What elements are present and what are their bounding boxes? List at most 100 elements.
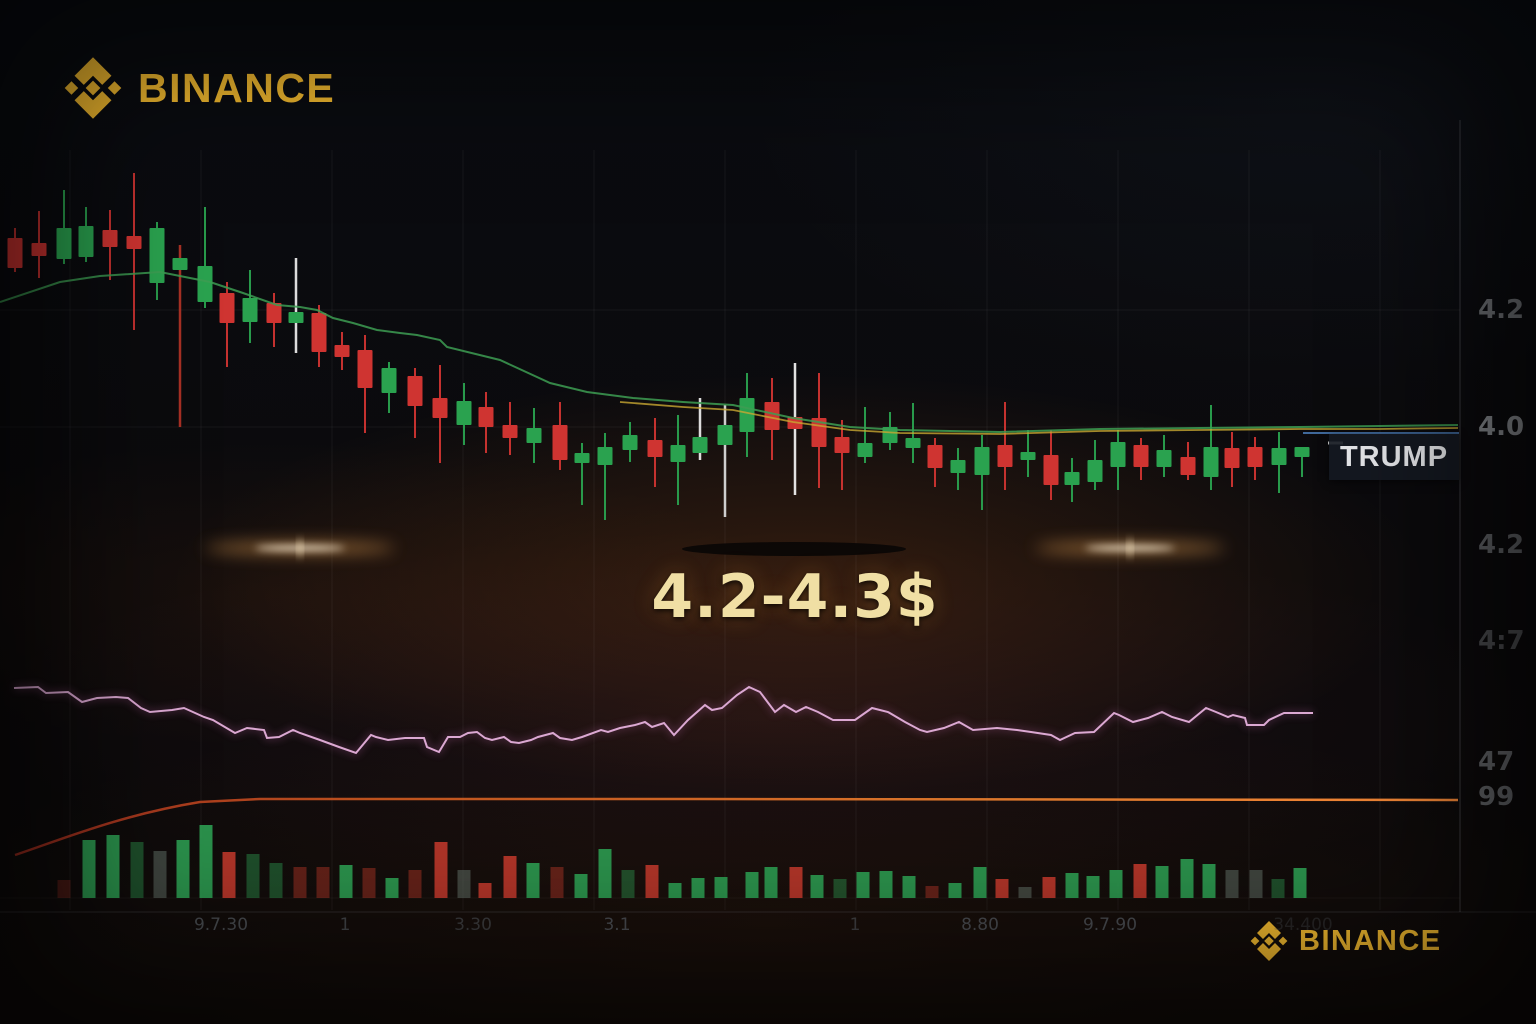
- volume-bar: [1271, 879, 1285, 898]
- volume-bar: [106, 835, 120, 898]
- volume-bar: [764, 867, 778, 898]
- time-axis-label: 9.7.90: [1082, 915, 1138, 935]
- trend-layer: [14, 797, 1459, 857]
- volume-bar: [316, 867, 330, 898]
- volume-bar: [362, 868, 376, 898]
- candle-body: [266, 303, 282, 323]
- candle-body: [1156, 450, 1172, 467]
- candle-body: [597, 447, 613, 465]
- candle-body: [764, 402, 780, 430]
- candle-body: [1043, 455, 1059, 485]
- candle-body: [126, 236, 142, 249]
- candle-body: [1087, 460, 1103, 482]
- symbol-label-text: TRUMP: [1339, 440, 1449, 473]
- candle-body: [1133, 445, 1149, 467]
- highlighted-price-range: 4.2-4.3$: [651, 562, 939, 632]
- candle-body: [739, 398, 755, 432]
- candle-body: [7, 238, 23, 268]
- candle-body: [1064, 472, 1080, 485]
- volume-bar: [714, 877, 728, 898]
- volume-bar: [645, 865, 659, 898]
- time-axis-label: 9.7.30: [193, 915, 249, 935]
- volume-bar: [199, 825, 213, 898]
- binance-diamond-icon: [1250, 921, 1288, 961]
- volume-bar: [408, 870, 422, 898]
- binance-logo-bottom: BINANCE: [1249, 920, 1442, 962]
- highlight-band-layer: [0, 538, 1460, 638]
- volume-bar: [810, 875, 824, 898]
- volume-bar: [478, 883, 492, 898]
- candle-body: [647, 440, 663, 457]
- volume-bar: [1249, 870, 1263, 898]
- volume-layer: [57, 825, 1307, 898]
- grid-layer: [0, 120, 1536, 913]
- volume-bar: [385, 878, 399, 898]
- candle-body: [1247, 447, 1263, 467]
- candle-body: [1203, 447, 1219, 477]
- candle-body: [974, 447, 990, 475]
- candle-body: [905, 438, 921, 448]
- ma-line-green: [0, 270, 1459, 434]
- volume-bar: [434, 842, 448, 898]
- candle-body: [219, 293, 235, 323]
- candle-body: [1180, 457, 1196, 475]
- volume-bar: [833, 879, 847, 898]
- candle-body: [574, 453, 590, 463]
- candle-body: [1020, 452, 1036, 460]
- volume-bar: [1155, 866, 1169, 898]
- volume-bar: [973, 867, 987, 898]
- time-axis-label: 8.80: [961, 915, 999, 935]
- price-axis-label: 4.0: [1478, 412, 1525, 442]
- candle-body: [381, 368, 397, 393]
- volume-bar: [621, 870, 635, 898]
- candle-body: [526, 428, 542, 443]
- candle-body: [288, 312, 304, 323]
- volume-bar: [1293, 868, 1307, 898]
- rsi-layer: [13, 669, 1460, 767]
- candle-body: [478, 407, 494, 427]
- candle-body: [692, 437, 708, 453]
- candle-body: [334, 345, 350, 357]
- volume-bar: [550, 867, 564, 898]
- volume-bar: [925, 886, 939, 898]
- price-axis-label: 47: [1478, 747, 1515, 777]
- volume-bar: [1225, 870, 1239, 898]
- volume-bar: [1180, 859, 1194, 898]
- candle-body: [834, 437, 850, 453]
- price-axis-label: 4:7: [1478, 626, 1525, 656]
- volume-bar: [879, 871, 893, 898]
- volume-bar: [269, 863, 283, 898]
- candle-body: [857, 443, 873, 457]
- volume-bar: [745, 872, 759, 898]
- volume-bar: [1042, 877, 1056, 898]
- ma-line-yellow: [619, 401, 1459, 435]
- volume-bar: [574, 874, 588, 898]
- candle-body: [882, 427, 898, 443]
- candle-body: [31, 243, 47, 256]
- candle-body: [56, 228, 72, 259]
- volume-bar: [339, 865, 353, 898]
- lens-flare-vertical: [297, 538, 303, 558]
- time-axis-label: 3.30: [454, 915, 492, 935]
- price-axis-label: 4.2: [1478, 295, 1525, 325]
- time-axis-label: 1: [339, 915, 351, 935]
- time-axis-label: 3.1: [603, 915, 631, 935]
- candle-body: [102, 230, 118, 247]
- candle-body: [1224, 448, 1240, 468]
- candle-body: [502, 425, 518, 438]
- volume-bar: [57, 880, 71, 898]
- volume-bar: [1065, 873, 1079, 898]
- volume-bar: [130, 842, 144, 898]
- volume-bar: [153, 851, 167, 898]
- rsi-line: [13, 685, 1313, 755]
- lens-flare-vertical: [1127, 538, 1133, 558]
- candles-layer: [7, 173, 1343, 520]
- price-axis-label: 99: [1478, 782, 1515, 812]
- binance-wordmark: BINANCE: [1299, 924, 1442, 957]
- volume-bar: [856, 872, 870, 898]
- volume-bar: [176, 840, 190, 898]
- candle-body: [927, 445, 943, 468]
- candle-body: [1110, 442, 1126, 467]
- volume-bar: [293, 867, 307, 898]
- volume-bar: [246, 854, 260, 898]
